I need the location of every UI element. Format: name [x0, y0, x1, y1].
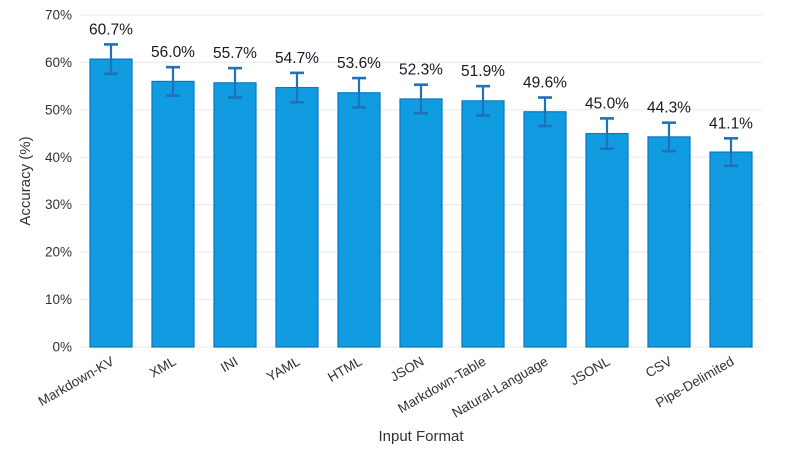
bar: [399, 98, 443, 348]
y-tick-label: 0%: [52, 340, 72, 355]
value-label: 55.7%: [213, 45, 257, 62]
value-label: 49.6%: [523, 75, 567, 92]
value-label: 54.7%: [275, 50, 319, 67]
bar: [337, 92, 381, 348]
bar: [461, 100, 505, 348]
y-tick-label: 50%: [45, 102, 72, 117]
x-tick-label: JSONL: [567, 353, 613, 388]
bar: [275, 86, 319, 348]
x-tick-label: HTML: [325, 353, 365, 385]
value-label: 45.0%: [585, 95, 629, 112]
y-tick-label: 30%: [45, 197, 72, 212]
bar: [585, 132, 629, 348]
value-label: 41.1%: [709, 115, 753, 132]
x-tick-label: CSV: [643, 354, 675, 381]
bar: [523, 111, 567, 348]
x-tick-label: Markdown-KV: [36, 354, 117, 409]
y-tick-label: 70%: [45, 8, 72, 23]
bar: [709, 151, 753, 348]
bar: [151, 80, 195, 348]
bar: [213, 82, 257, 348]
value-label: 51.9%: [461, 63, 505, 80]
y-tick-label: 60%: [45, 55, 72, 70]
value-label: 60.7%: [89, 21, 133, 38]
y-tick-label: 10%: [45, 292, 72, 307]
y-tick-label: 40%: [45, 150, 72, 165]
x-axis-title: Input Format: [378, 428, 464, 445]
x-tick-label: XML: [147, 353, 179, 380]
y-tick-label: 20%: [45, 245, 72, 260]
bar: [89, 58, 133, 348]
value-label: 53.6%: [337, 55, 381, 72]
x-tick-label: INI: [218, 354, 240, 376]
y-axis-title: Accuracy (%): [17, 136, 34, 225]
bar: [647, 136, 691, 348]
value-label: 56.0%: [151, 44, 195, 61]
x-tick-label: JSON: [388, 354, 427, 385]
value-label: 52.3%: [399, 62, 443, 79]
value-label: 44.3%: [647, 100, 691, 117]
x-tick-label: YAML: [264, 353, 303, 384]
